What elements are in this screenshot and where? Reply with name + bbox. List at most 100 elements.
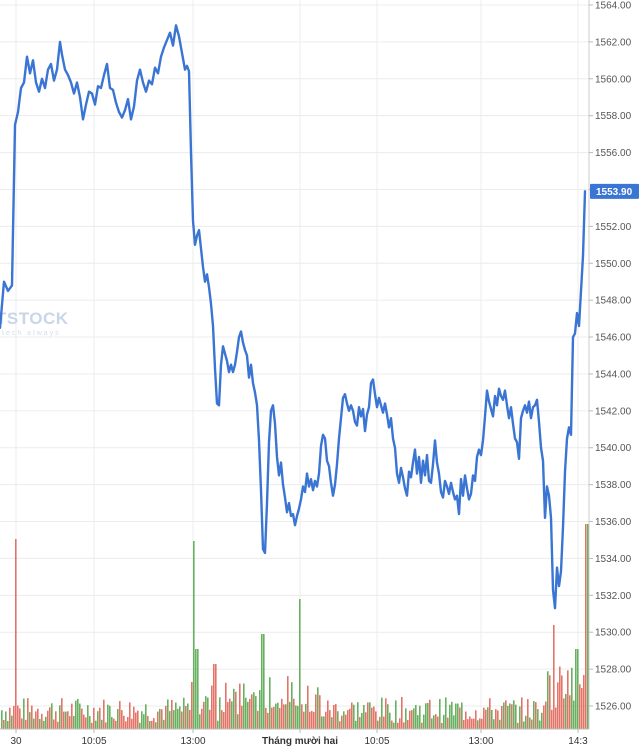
volume-bar	[391, 720, 393, 729]
volume-bar	[167, 699, 169, 729]
volume-bar	[547, 671, 549, 729]
volume-bar	[493, 719, 495, 729]
volume-bar	[427, 702, 429, 729]
volume-bar	[357, 702, 359, 729]
x-tick-label: 10:05	[364, 736, 389, 747]
volume-bar	[361, 712, 363, 729]
volume-bar	[307, 685, 309, 729]
volume-bar	[333, 704, 335, 729]
volume-bar	[207, 697, 209, 729]
volume-bar	[507, 705, 509, 729]
volume-bar	[255, 696, 257, 729]
volume-bar	[425, 703, 427, 729]
volume-bar	[137, 710, 139, 729]
volume-bar	[221, 710, 223, 729]
volume-bar	[457, 703, 459, 729]
volume-bar	[465, 711, 467, 729]
volume-bar	[143, 714, 145, 729]
volume-bar	[429, 699, 431, 729]
volume-bar	[551, 709, 553, 729]
volume-bar	[319, 695, 321, 729]
volume-bar	[395, 700, 397, 729]
volume-bar	[529, 717, 531, 729]
volume-bar	[579, 684, 581, 729]
y-tick-label: 1542.00	[595, 406, 632, 417]
volume-bar	[107, 704, 109, 729]
volume-bar	[21, 718, 23, 729]
volume-bar	[239, 683, 241, 729]
volume-bar	[177, 708, 179, 729]
volume-bar	[583, 674, 585, 729]
volume-bar	[179, 706, 181, 729]
volume-bar	[285, 704, 287, 729]
volume-bar	[479, 718, 481, 729]
volume-bar	[89, 716, 91, 729]
volume-bar	[461, 702, 463, 729]
y-tick-label: 1556.00	[595, 148, 632, 159]
volume-bar	[521, 697, 523, 729]
volume-bar	[275, 703, 277, 729]
last-price-marker: 1553.90	[590, 183, 639, 199]
volume-bar	[131, 718, 133, 729]
y-tick-label: 1528.00	[595, 665, 632, 676]
volume-bar	[231, 701, 233, 729]
volume-bar	[39, 719, 41, 729]
volume-bar	[81, 708, 83, 729]
volume-bar	[565, 693, 567, 729]
volume-bar	[7, 720, 9, 729]
volume-bar	[417, 715, 419, 729]
volume-bar	[563, 698, 565, 729]
volume-bar	[61, 698, 63, 729]
volume-bar	[265, 707, 267, 729]
volume-bar	[211, 685, 213, 729]
volume-bar	[13, 705, 15, 729]
volume-bar	[375, 711, 377, 729]
volume-bar	[219, 697, 221, 729]
volume-bar	[535, 702, 537, 729]
volume-bar	[235, 691, 237, 729]
volume-bar	[531, 719, 533, 729]
volume-bar	[459, 707, 461, 729]
volume-bar	[387, 704, 389, 729]
volume-bar	[321, 716, 323, 729]
volume-bar	[3, 719, 5, 729]
volume-bar	[209, 709, 211, 729]
volume-bar	[481, 718, 483, 729]
volume-bar	[195, 649, 197, 729]
volume-bar	[85, 717, 87, 729]
volume-bar	[475, 710, 477, 729]
volume-bar	[241, 705, 243, 729]
volume-bar	[35, 711, 37, 729]
volume-bar	[55, 711, 57, 729]
volume-bar	[503, 702, 505, 729]
volume-bar	[23, 698, 25, 729]
volume-bar	[99, 707, 101, 729]
volume-bar	[169, 711, 171, 729]
volume-bar	[467, 719, 469, 729]
volume-bar	[127, 717, 129, 729]
volume-bar	[567, 670, 569, 729]
volume-bar	[17, 705, 19, 729]
volume-bar	[363, 705, 365, 729]
volume-bar	[197, 649, 199, 729]
x-axis-ticks: 30 10:05 13:00 Tháng mười hai 10:05 13:00 14:3	[10, 729, 588, 747]
volume-bar	[371, 707, 373, 729]
volume-bar	[71, 703, 73, 729]
volume-bar	[183, 697, 185, 729]
volume-bar	[359, 717, 361, 729]
y-tick-label: 1564.00	[595, 1, 632, 12]
x-tick-label: Tháng mười hai	[262, 736, 338, 747]
volume-bar	[411, 710, 413, 729]
volume-bar	[309, 711, 311, 729]
volume-bar	[367, 702, 369, 729]
volume-bar	[247, 701, 249, 729]
volume-bar	[281, 698, 283, 729]
volume-bar	[145, 704, 147, 729]
volume-bar	[9, 707, 11, 729]
volume-bar	[485, 709, 487, 729]
volume-bar	[31, 705, 33, 729]
volume-bar	[11, 715, 13, 729]
volume-bar	[75, 700, 77, 729]
volume-bar	[295, 705, 297, 729]
